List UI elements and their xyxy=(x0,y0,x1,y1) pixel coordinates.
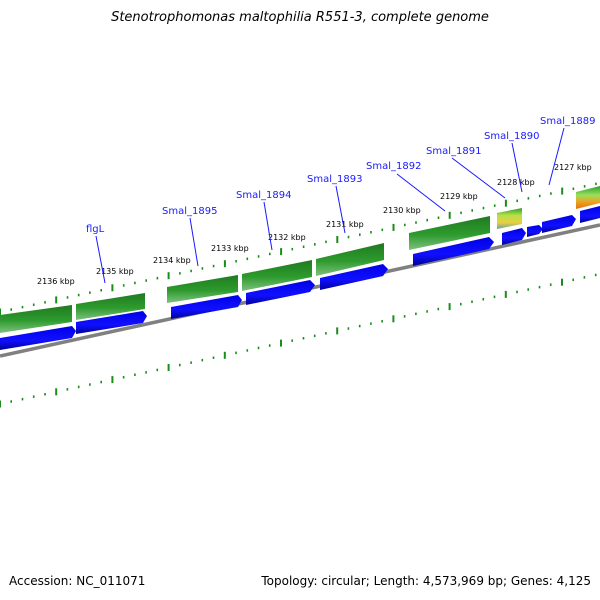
gene-label-smal-1891[interactable]: Smal_1891 xyxy=(426,146,481,157)
cds-arrow[interactable] xyxy=(76,311,147,334)
cds-arrow[interactable] xyxy=(246,280,315,305)
cds-arrow[interactable] xyxy=(580,206,600,223)
cds-arrow[interactable] xyxy=(527,225,543,237)
tick-row-upper xyxy=(0,182,597,316)
callout-line xyxy=(548,127,565,186)
cds-arrow[interactable] xyxy=(413,237,494,266)
gene-label-smal-1894[interactable]: Smal_1894 xyxy=(236,190,291,201)
tick-label: 2130 kbp xyxy=(383,206,421,215)
gene-label-smal-1893[interactable]: Smal_1893 xyxy=(307,174,362,185)
gene-label-smal-1890[interactable]: Smal_1890 xyxy=(484,131,539,142)
gene-block[interactable] xyxy=(76,293,145,320)
gene-block[interactable] xyxy=(242,260,312,291)
tick-label: 2128 kbp xyxy=(497,178,535,187)
tick-label: 2132 kbp xyxy=(268,233,306,242)
callout-line xyxy=(189,217,199,267)
cds-arrow[interactable] xyxy=(502,228,526,245)
callout-line xyxy=(451,157,506,199)
cds-arrow[interactable] xyxy=(320,264,388,290)
tick-label: 2135 kbp xyxy=(96,267,134,276)
cds-arrow[interactable] xyxy=(171,295,242,319)
tick-labels: 2136 kbp 2135 kbp 2134 kbp 2133 kbp 2132… xyxy=(37,163,592,286)
gene-block[interactable] xyxy=(167,275,238,303)
accession-label: Accession: NC_011071 xyxy=(9,574,146,588)
callout-line xyxy=(511,142,523,193)
cds-track xyxy=(0,206,600,350)
callout-line xyxy=(263,201,273,251)
tick-label: 2134 kbp xyxy=(153,256,191,265)
gene-track xyxy=(0,186,600,333)
gene-label-smal-1895[interactable]: Smal_1895 xyxy=(162,206,217,217)
callout-line xyxy=(335,185,346,234)
gene-label-smal-1889[interactable]: Smal_1889 xyxy=(540,116,595,127)
tick-label: 2127 kbp xyxy=(554,163,592,172)
tick-label: 2136 kbp xyxy=(37,277,75,286)
gene-block[interactable] xyxy=(316,243,384,276)
gene-block[interactable] xyxy=(409,216,490,250)
tick-row-lower xyxy=(0,273,597,408)
tick-label: 2129 kbp xyxy=(440,192,478,201)
gene-block-multi[interactable] xyxy=(497,208,522,229)
gene-label-smal-1892[interactable]: Smal_1892 xyxy=(366,161,421,172)
tick-label: 2133 kbp xyxy=(211,244,249,253)
map-title: Stenotrophomonas maltophilia R551-3, com… xyxy=(111,10,489,25)
tick-label: 2131 kbp xyxy=(326,220,364,229)
gene-block[interactable] xyxy=(0,305,72,333)
callout-line xyxy=(396,173,446,212)
genome-summary: Topology: circular; Length: 4,573,969 bp… xyxy=(261,574,591,588)
cds-arrow[interactable] xyxy=(0,326,76,350)
gene-label-flgl[interactable]: flgL xyxy=(86,224,105,235)
callout-line xyxy=(95,235,106,284)
gene-labels: flgL Smal_1895 Smal_1894 Smal_1893 Smal_… xyxy=(86,116,595,235)
cds-arrow[interactable] xyxy=(542,215,576,233)
gene-callouts xyxy=(95,127,565,284)
gene-block-edge[interactable] xyxy=(576,186,600,209)
